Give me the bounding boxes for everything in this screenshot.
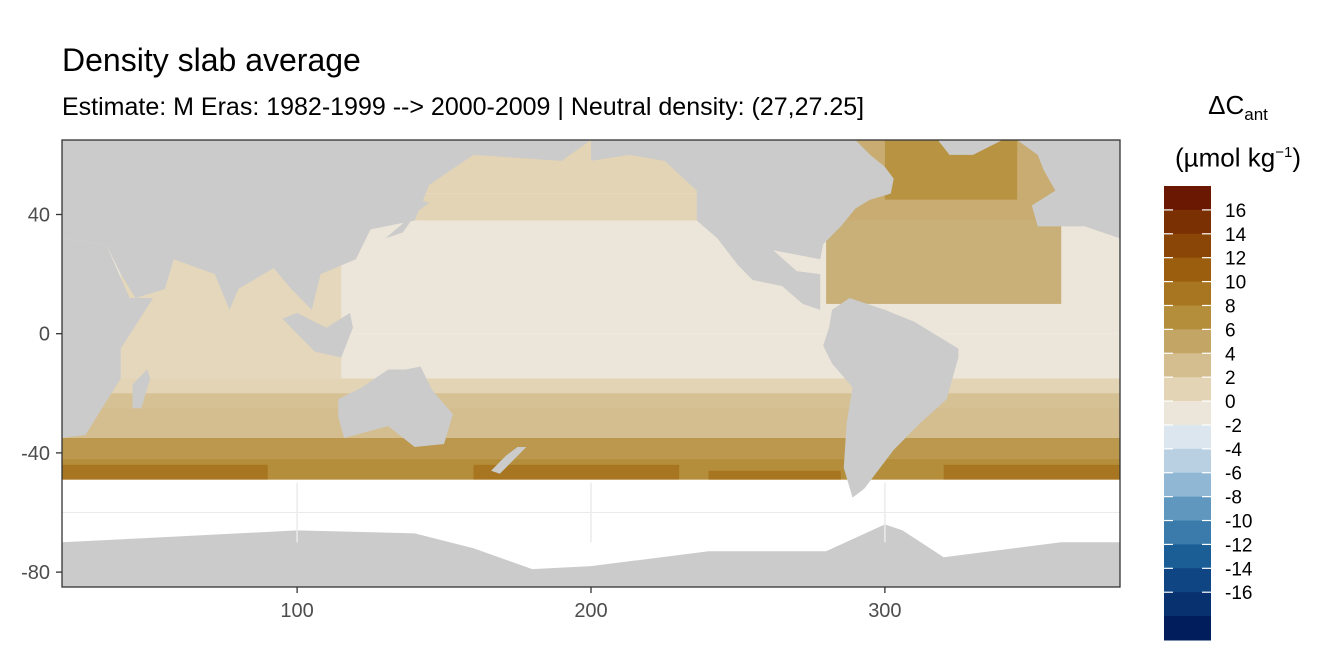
legend-title-unit: (µmol kg — [1175, 142, 1276, 173]
legend-title-symbol: ΔC — [1208, 90, 1245, 120]
legend-swatch — [1164, 233, 1211, 259]
legend-title-superscript: −1 — [1275, 144, 1293, 161]
land-europe-east — [1017, 140, 1120, 239]
region-5 — [62, 393, 1120, 438]
legend-title-line1: ΔCant — [1148, 88, 1328, 132]
legend-label: 4 — [1225, 344, 1236, 365]
y-tick-label: 40 — [28, 205, 50, 227]
legend-label: 10 — [1225, 273, 1246, 294]
legend-label: 2 — [1225, 368, 1236, 389]
legend-label: -10 — [1225, 512, 1252, 533]
land-antarctica — [62, 524, 1120, 587]
land-asia-islands — [282, 312, 353, 358]
land-australia — [338, 366, 453, 447]
southern-patch-3 — [943, 464, 1120, 480]
legend-label: -4 — [1225, 440, 1242, 461]
legend-label: 0 — [1225, 392, 1236, 413]
legend-label: -2 — [1225, 416, 1242, 437]
land-north-america — [591, 140, 894, 310]
legend-swatch — [1164, 568, 1211, 593]
legend-label: 16 — [1225, 201, 1246, 222]
legend-swatch — [1164, 353, 1211, 378]
y-tick-label: -40 — [21, 443, 50, 465]
legend-swatch — [1164, 496, 1211, 522]
legend-swatch — [1164, 544, 1211, 569]
legend-label: -8 — [1225, 488, 1242, 509]
southern-patch-0 — [62, 464, 268, 480]
x-tick-label: 100 — [280, 600, 313, 622]
land-eurasia-west — [62, 140, 591, 310]
legend-title-subscript: ant — [1244, 105, 1268, 125]
legend-label: -12 — [1225, 535, 1252, 556]
southern-patch-1 — [473, 464, 680, 480]
legend-label: 6 — [1225, 320, 1236, 341]
legend-title-close: ) — [1292, 142, 1301, 173]
legend-title-line2: (µmol kg−1) — [1148, 136, 1328, 175]
legend-swatch — [1164, 305, 1211, 330]
legend-label: 14 — [1225, 225, 1247, 246]
land-new-zealand — [491, 446, 527, 474]
legend-swatch — [1164, 257, 1211, 283]
legend-swatch — [1164, 329, 1211, 354]
land-south-america — [823, 297, 959, 498]
legend-swatch — [1164, 592, 1211, 617]
y-tick-label: 0 — [39, 324, 50, 346]
legend-swatch — [1164, 448, 1211, 474]
x-tick-label: 200 — [574, 600, 607, 622]
legend-label: -14 — [1225, 559, 1253, 580]
chart-title: Density slab average — [62, 42, 361, 78]
land-greenland — [937, 140, 1003, 155]
legend-label: 12 — [1225, 249, 1246, 270]
southern-patch-2 — [708, 470, 841, 483]
legend-label: 8 — [1225, 296, 1236, 317]
legend-label: -6 — [1225, 464, 1242, 485]
legend-swatch — [1164, 520, 1211, 545]
legend-label: -16 — [1225, 583, 1252, 604]
legend-swatch — [1164, 401, 1211, 426]
legend-swatch — [1164, 377, 1211, 402]
legend-swatch — [1164, 616, 1211, 641]
legend-swatch — [1164, 186, 1211, 211]
land-africa — [62, 238, 154, 438]
chart-subtitle: Estimate: M Eras: 1982-1999 --> 2000-200… — [62, 93, 865, 121]
legend-swatch — [1164, 472, 1211, 498]
legend-swatch — [1164, 424, 1211, 450]
y-tick-label: -80 — [21, 562, 50, 584]
x-tick-label: 300 — [868, 600, 901, 622]
colorbar: 16 14 12 108 6 4 2 0 -2 -4 -6 -8 -10-12 -14 -16 — [1164, 186, 1253, 641]
land-japan — [385, 199, 430, 239]
legend-swatch — [1164, 281, 1211, 306]
legend-swatch — [1164, 209, 1211, 235]
land-madagascar — [132, 369, 151, 409]
